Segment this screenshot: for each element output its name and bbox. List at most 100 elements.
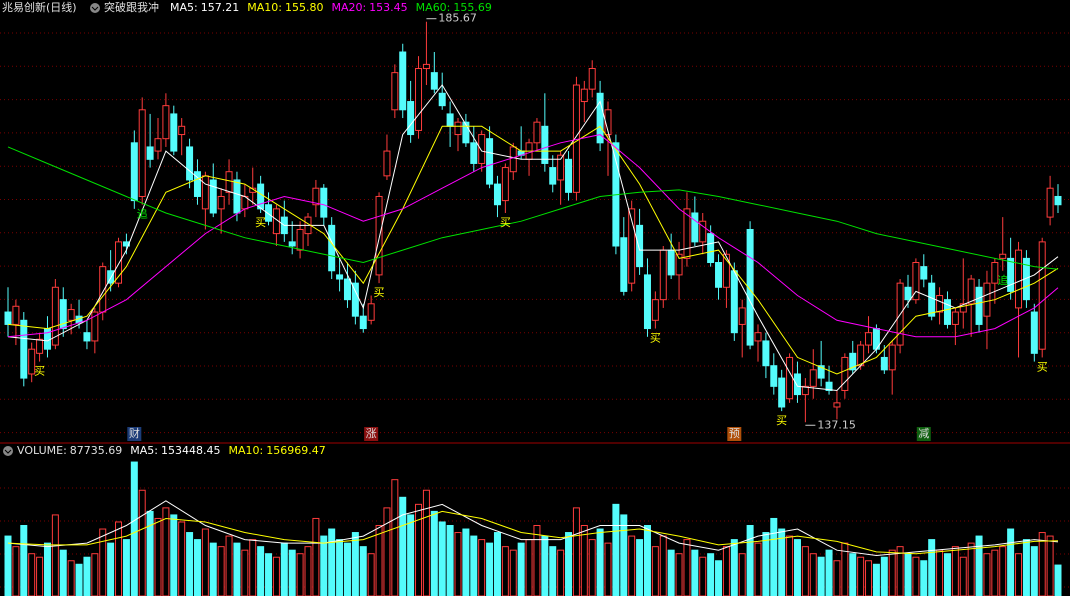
candle-body [778, 377, 786, 408]
candle-body [186, 146, 194, 181]
event-label: 涨 [366, 427, 377, 440]
menu-icon[interactable] [90, 3, 100, 13]
volume-bar [509, 549, 517, 596]
candle-body [170, 113, 178, 152]
volume-bar [612, 503, 620, 596]
volume-bar [604, 542, 612, 596]
candle-body [509, 146, 517, 173]
candle-body [399, 51, 407, 111]
candle-body [549, 167, 557, 185]
volume-bar [786, 535, 794, 596]
candle-body [446, 113, 454, 127]
candle-body [920, 266, 928, 280]
candle-body [493, 183, 501, 206]
signal-label: 买 [255, 216, 266, 229]
volume-bar [936, 549, 944, 596]
candle-body [746, 228, 754, 346]
volume-bar [217, 546, 225, 596]
candle-body [51, 286, 59, 346]
candle-body [643, 274, 651, 330]
volume-bar [375, 525, 383, 596]
volume-bar [651, 546, 659, 596]
volume-bar [865, 560, 873, 596]
volume-bar [209, 542, 217, 596]
volume-bar [643, 525, 651, 596]
candle-body [659, 249, 667, 301]
volume-bar [249, 539, 257, 596]
candle-body [407, 101, 415, 136]
volume-bar [225, 535, 233, 596]
volume-bar [359, 546, 367, 596]
legend-value: 87735.69 [70, 444, 123, 457]
volume-bar [928, 539, 936, 596]
candle-body [628, 208, 636, 284]
signal-label: 买 [650, 332, 661, 345]
candle-body [1054, 195, 1062, 206]
candle-body [359, 315, 367, 330]
candle-body [1038, 241, 1046, 350]
indicator-name: 突破跟我冲 [104, 0, 159, 14]
ma-line [7, 84, 1059, 392]
volume-bar [91, 553, 99, 596]
volume-bar [817, 556, 825, 596]
candle-body [651, 299, 659, 321]
volume-bar [288, 549, 296, 596]
candle-body [115, 241, 123, 284]
candle-body [351, 282, 359, 317]
candle-body [786, 356, 794, 400]
volume-bar [580, 525, 588, 596]
volume-bar [1015, 553, 1023, 596]
volume-bar [533, 525, 541, 596]
volume-menu-icon[interactable] [3, 446, 13, 456]
candle-body [296, 228, 304, 251]
candle-body [454, 121, 462, 136]
volume-bar [122, 539, 130, 596]
volume-bar [715, 560, 723, 596]
candle-body [793, 373, 801, 396]
candle-body [833, 402, 841, 408]
volume-bar [549, 546, 557, 596]
candle-body [991, 262, 999, 284]
volume-bar [201, 528, 209, 596]
volume-bar [1038, 532, 1046, 596]
volume-bar [493, 532, 501, 596]
volume-bar [754, 542, 762, 596]
candle-body [801, 385, 809, 396]
candle-body [707, 233, 715, 264]
legend-value: 155.80 [285, 1, 324, 14]
volume-bar [20, 525, 28, 596]
candle-body [565, 158, 573, 193]
volume-bar [1046, 535, 1054, 596]
event-badge [916, 427, 931, 441]
volume-bar [430, 510, 438, 596]
volume-bar [636, 539, 644, 596]
volume-bar [233, 542, 241, 596]
volume-bar [888, 549, 896, 596]
volume-bar [872, 563, 880, 596]
volume-bar [343, 542, 351, 596]
legend-value: 155.69 [453, 1, 492, 14]
volume-bar [383, 507, 391, 596]
ma-line [7, 125, 1059, 375]
ma-line [7, 510, 1059, 555]
extreme-label: 137.15 [817, 418, 856, 431]
volume-bar [770, 517, 778, 596]
volume-bar [707, 553, 715, 596]
candle-body [912, 262, 920, 301]
candle-body [936, 295, 944, 313]
candle-body [265, 204, 273, 222]
volume-bar [336, 539, 344, 596]
volume-bar [825, 549, 833, 596]
volume-bar [107, 542, 115, 596]
candle-body [722, 253, 730, 288]
legend-name: MA5: [170, 1, 198, 14]
candle-body [904, 286, 912, 301]
volume-bar [154, 517, 162, 596]
volume-bar [478, 539, 486, 596]
volume-bar [699, 556, 707, 596]
volume-menu-arrow [4, 449, 12, 454]
candle-body [865, 332, 873, 346]
candle-body [201, 175, 209, 210]
